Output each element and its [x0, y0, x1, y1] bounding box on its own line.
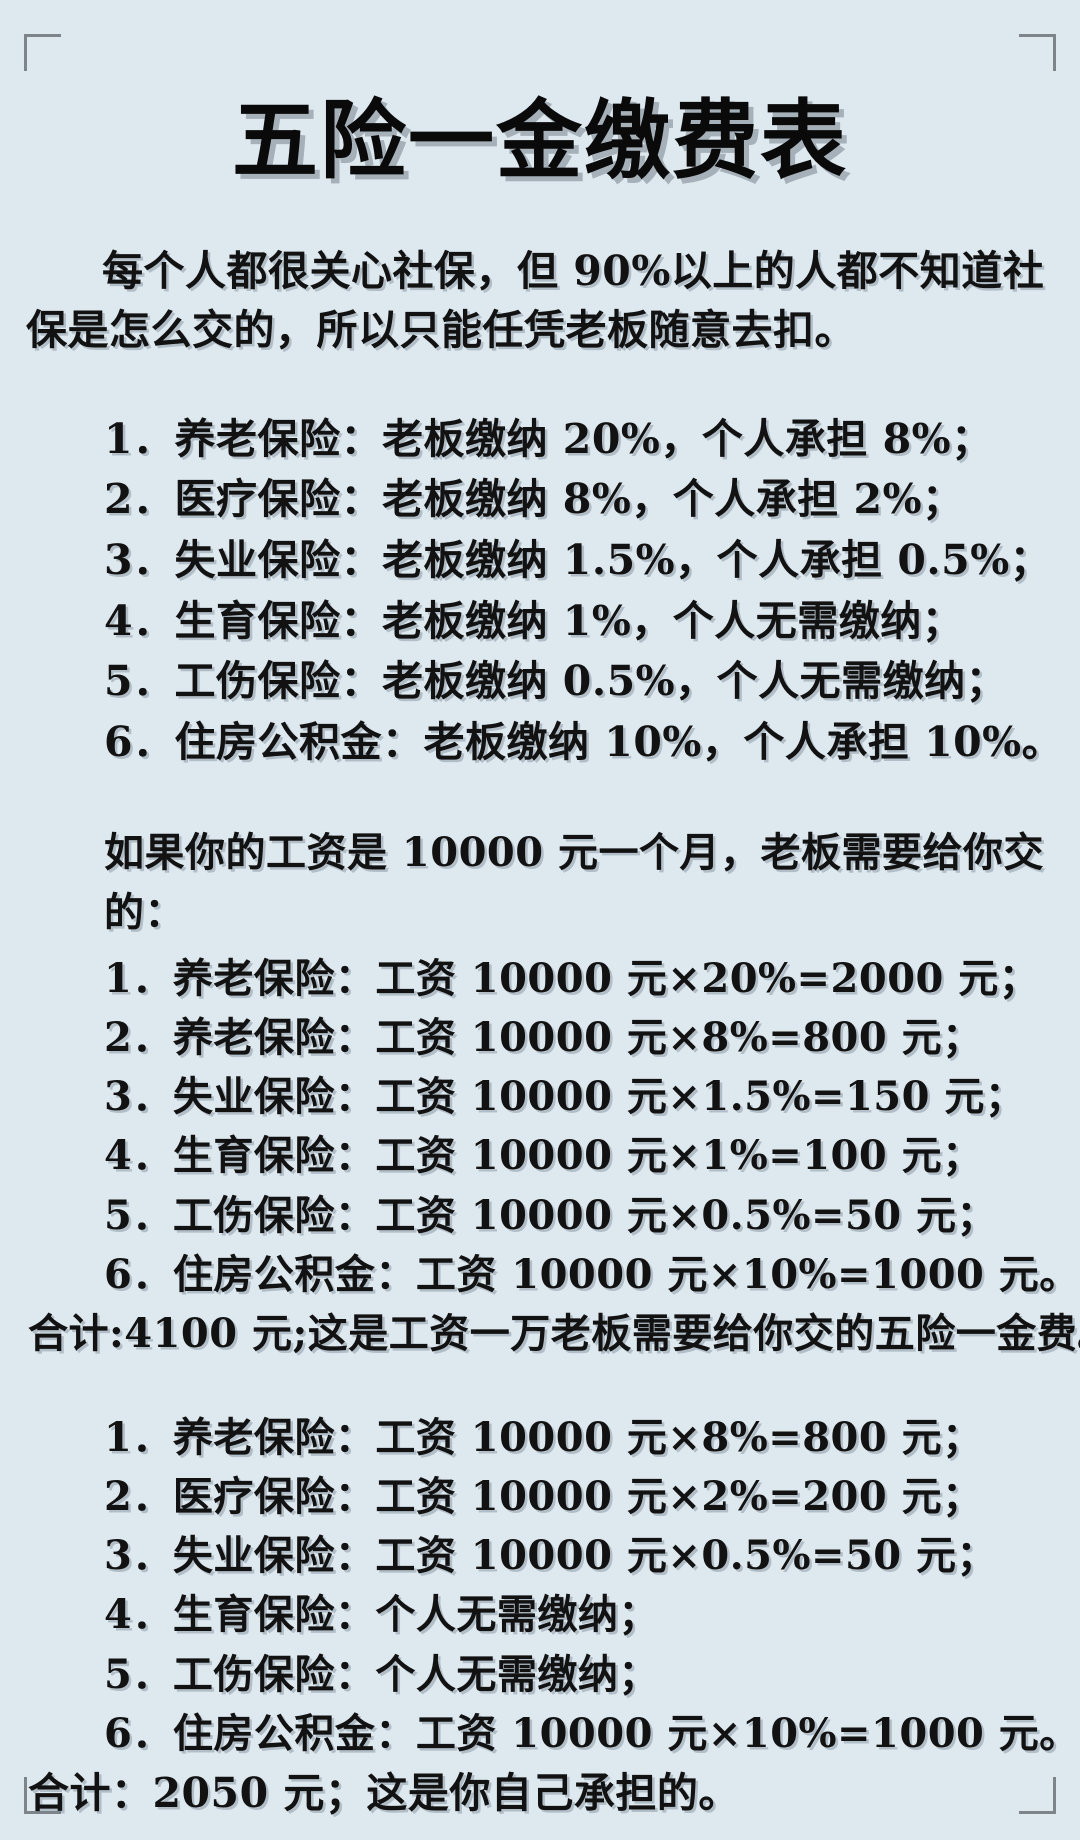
list-item: 2．医疗保险：工资 10000 元×2%=200 元；	[104, 1473, 983, 1521]
list-item: 6．住房公积金：工资 10000 元×10%=1000 元。	[104, 1250, 1080, 1298]
list-item: 4．生育保险：老板缴纳 1%，个人无需缴纳；	[104, 596, 964, 645]
list-item: 6．住房公积金：老板缴纳 10%，个人承担 10%。	[104, 718, 1064, 767]
list-item: 1．养老保险：老板缴纳 20%，个人承担 8%；	[104, 414, 993, 463]
list-item: 3．失业保险：工资 10000 元×0.5%=50 元；	[104, 1532, 998, 1580]
employee-list: 1．养老保险：工资 10000 元×8%=800 元； 2．医疗保险：工资 10…	[26, 1408, 1080, 1763]
list-item: 1．养老保险：工资 10000 元×8%=800 元；	[104, 1413, 983, 1461]
page-title: 五险一金缴费表	[232, 91, 848, 191]
list-item: 2．医疗保险：老板缴纳 8%，个人承担 2%；	[104, 475, 964, 524]
employer-list: 1．养老保险：工资 10000 元×20%=2000 元； 2．养老保险：工资 …	[26, 949, 1080, 1304]
list-item: 1．养老保险：工资 10000 元×20%=2000 元；	[104, 954, 1040, 1002]
employer-total: 合计:4100 元;这是工资一万老板需要给你交的五险一金费。	[28, 1309, 1080, 1357]
list-item: 5．工伤保险：个人无需缴纳；	[104, 1650, 659, 1698]
list-item: 3．失业保险：工资 10000 元×1.5%=150 元；	[104, 1073, 1026, 1121]
list-item: 4．生育保险：工资 10000 元×1%=100 元；	[104, 1132, 983, 1180]
rates-section: 1．养老保险：老板缴纳 20%，个人承担 8%； 2．医疗保险：老板缴纳 8%，…	[26, 409, 1064, 773]
intro-paragraph: 每个人都很关心社保，但 90%以上的人都不知道社保是怎么交的，所以只能任凭老板随…	[26, 247, 1045, 354]
list-item: 3．失业保险：老板缴纳 1.5%，个人承担 0.5%；	[104, 536, 1052, 585]
list-item: 5．工伤保险：工资 10000 元×0.5%=50 元；	[104, 1191, 998, 1239]
list-item: 4．生育保险：个人无需缴纳；	[104, 1591, 659, 1639]
rates-list: 1．养老保险：老板缴纳 20%，个人承担 8%； 2．医疗保险：老板缴纳 8%，…	[26, 409, 1064, 773]
list-item: 2．养老保险：工资 10000 元×8%=800 元；	[104, 1013, 983, 1061]
list-item: 6．住房公积金：工资 10000 元×10%=1000 元。	[104, 1709, 1080, 1757]
employee-section: 1．养老保险：工资 10000 元×8%=800 元； 2．医疗保险：工资 10…	[26, 1408, 1080, 1825]
employee-total: 合计：2050 元；这是你自己承担的。	[28, 1769, 740, 1818]
list-item: 5．工伤保险：老板缴纳 0.5%，个人无需缴纳；	[104, 657, 1008, 706]
employer-lead-text: 如果你的工资是 10000 元一个月，老板需要给你交的：	[104, 828, 1045, 936]
employer-section: 如果你的工资是 10000 元一个月，老板需要给你交的： 1．养老保险：工资 1…	[26, 823, 1080, 1364]
